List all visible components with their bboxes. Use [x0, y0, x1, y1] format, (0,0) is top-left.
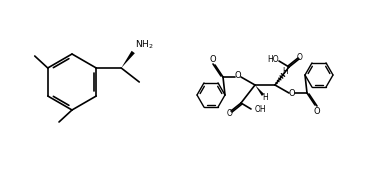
Text: O: O: [289, 89, 295, 98]
Text: H: H: [262, 94, 268, 103]
Text: O: O: [210, 55, 216, 64]
Text: HO: HO: [267, 55, 279, 64]
Text: O: O: [314, 106, 320, 115]
Text: NH$_2$: NH$_2$: [135, 38, 154, 51]
Text: OH: OH: [255, 105, 266, 114]
Text: O: O: [227, 108, 233, 117]
Polygon shape: [121, 51, 135, 68]
Text: O: O: [297, 53, 303, 62]
Polygon shape: [255, 85, 264, 96]
Text: O: O: [235, 72, 241, 81]
Text: H: H: [282, 67, 288, 76]
